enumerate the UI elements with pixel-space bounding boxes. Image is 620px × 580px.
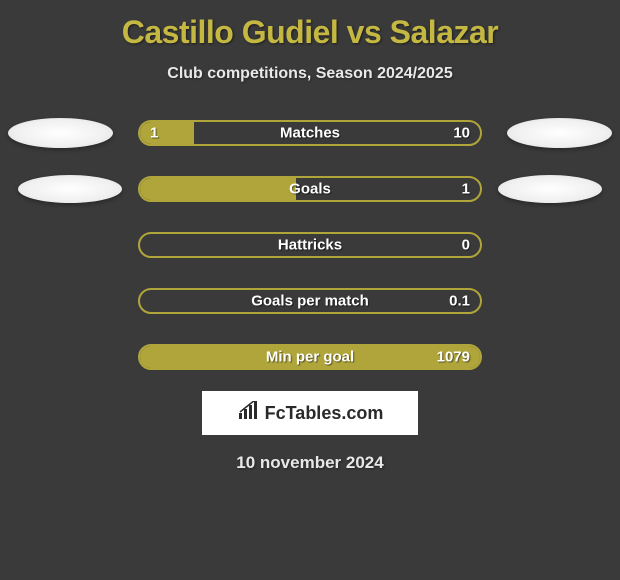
stat-bar: Goals 1 <box>138 176 482 202</box>
stat-value-right: 0.1 <box>449 293 470 310</box>
stat-bar: Goals per match 0.1 <box>138 288 482 314</box>
stat-label: Goals <box>289 181 331 198</box>
stat-value-right: 0 <box>462 237 470 254</box>
stats-container: 1 Matches 10 Goals 1 Hattricks 0 Goals p… <box>0 119 620 371</box>
stat-value-right: 1079 <box>437 349 470 366</box>
stat-bar: Hattricks 0 <box>138 232 482 258</box>
bar-fill-left <box>140 178 296 200</box>
stat-value-right: 10 <box>453 125 470 142</box>
date-label: 10 november 2024 <box>0 453 620 473</box>
player-left-avatar <box>18 175 122 203</box>
stat-value-left: 1 <box>150 125 158 142</box>
brand-name: FcTables.com <box>265 403 384 424</box>
comparison-title: Castillo Gudiel vs Salazar <box>0 0 620 51</box>
stat-row-hattricks: Hattricks 0 <box>0 231 620 259</box>
chart-bars-icon <box>237 401 261 426</box>
stat-row-goals-per-match: Goals per match 0.1 <box>0 287 620 315</box>
stat-row-min-per-goal: Min per goal 1079 <box>0 343 620 371</box>
stat-bar: 1 Matches 10 <box>138 120 482 146</box>
stat-label: Hattricks <box>278 237 342 254</box>
stat-bar: Min per goal 1079 <box>138 344 482 370</box>
stat-label: Min per goal <box>266 349 354 366</box>
stat-label: Matches <box>280 125 340 142</box>
player-right-avatar <box>507 118 612 148</box>
comparison-subtitle: Club competitions, Season 2024/2025 <box>0 65 620 83</box>
stat-value-right: 1 <box>462 181 470 198</box>
stat-row-matches: 1 Matches 10 <box>0 119 620 147</box>
stat-row-goals: Goals 1 <box>0 175 620 203</box>
stat-label: Goals per match <box>251 293 369 310</box>
player-right-avatar <box>498 175 602 203</box>
bar-fill-left <box>140 122 194 144</box>
brand-box[interactable]: FcTables.com <box>202 391 418 435</box>
player-left-avatar <box>8 118 113 148</box>
